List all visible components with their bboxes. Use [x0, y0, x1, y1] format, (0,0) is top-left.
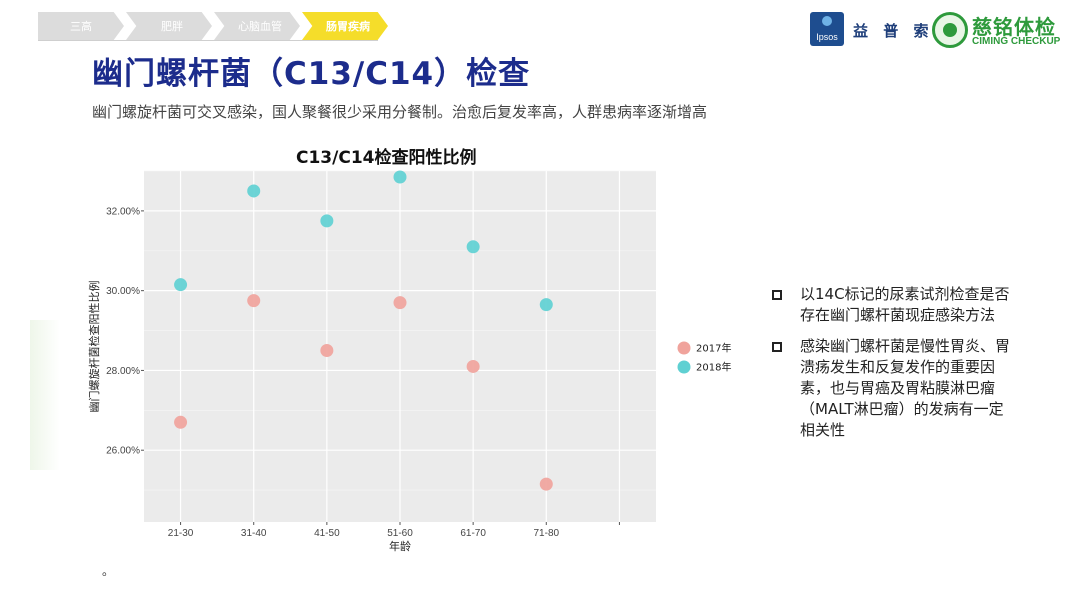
- data-point: [247, 294, 261, 308]
- ipsos-logo-cn: 益 普 索: [853, 22, 934, 40]
- breadcrumb-item-3[interactable]: 心脑血管: [214, 12, 300, 40]
- x-tick-label: 51-60: [387, 528, 413, 539]
- breadcrumb-item-2[interactable]: 肥胖: [126, 12, 212, 40]
- x-tick-label: 61-70: [460, 528, 486, 539]
- y-tick-label: 30.00%: [106, 286, 140, 297]
- chart-legend: 2017年 2018年: [677, 341, 731, 374]
- data-point: [539, 298, 553, 312]
- page-subtitle: 幽门螺旋杆菌可交叉感染，国人聚餐很少采用分餐制。治愈后复发率高，人群患病率逐渐增…: [92, 103, 708, 121]
- data-point: [466, 240, 480, 254]
- data-point: [539, 477, 553, 491]
- legend-key: [677, 360, 691, 374]
- x-tick-label: 41-50: [314, 528, 340, 539]
- breadcrumb-item-1[interactable]: 三高: [38, 12, 124, 40]
- legend-label: 2018年: [696, 361, 731, 374]
- breadcrumb-divider: [38, 40, 378, 41]
- data-point: [466, 359, 480, 373]
- data-point: [174, 415, 188, 429]
- checkbox-icon: [772, 342, 782, 352]
- page-title: 幽门螺杆菌（C13/C14）检查: [92, 56, 531, 92]
- x-tick-label: 71-80: [533, 528, 559, 539]
- footnote: 。: [102, 564, 115, 578]
- x-axis-ticks: 21-30 31-40 41-50 51-60 61-70 71-80: [168, 522, 620, 539]
- scatter-chart: 26.00% 28.00% 30.00% 32.00% 21-30 31-40 41-50…: [87, 170, 731, 553]
- ciming-logo-en: CIMING CHECKUP: [972, 36, 1061, 47]
- data-point: [247, 184, 261, 198]
- bullet-item: 感染幽门螺杆菌是慢性胃炎、胃溃疡发生和反复发作的重要因素，也与胃癌及胃粘膜淋巴瘤…: [772, 336, 1012, 441]
- data-point: [393, 170, 407, 184]
- ciming-logo-icon: [932, 12, 968, 48]
- bullet-text: 感染幽门螺杆菌是慢性胃炎、胃溃疡发生和反复发作的重要因素，也与胃癌及胃粘膜淋巴瘤…: [800, 337, 1011, 439]
- ipsos-logo-text: Ipsos: [816, 32, 838, 42]
- data-point: [320, 214, 334, 228]
- x-tick-label: 31-40: [241, 528, 267, 539]
- y-tick-label: 26.00%: [106, 446, 140, 457]
- chart-title: C13/C14检查阳性比例: [296, 148, 477, 168]
- bullet-item: 以14C标记的尿素试剂检查是否存在幽门螺杆菌现症感染方法: [772, 284, 1012, 326]
- ciming-logo-cn: 慈铭体检: [972, 15, 1056, 39]
- data-point: [320, 343, 334, 357]
- x-tick-label: 21-30: [168, 528, 194, 539]
- legend-label: 2017年: [696, 342, 731, 355]
- data-points: [174, 170, 553, 491]
- data-point: [174, 278, 188, 292]
- checkbox-icon: [772, 290, 782, 300]
- decorative-gradient: [30, 320, 60, 470]
- x-axis-title: 年龄: [389, 539, 411, 553]
- y-axis-ticks: 26.00% 28.00% 30.00% 32.00%: [106, 206, 144, 457]
- breadcrumb: 三高 肥胖 心脑血管 肠胃疾病: [38, 12, 390, 40]
- breadcrumb-item-4[interactable]: 肠胃疾病: [302, 12, 388, 40]
- y-axis-title: 幽门螺旋杆菌检查阳性比例: [87, 281, 101, 413]
- y-tick-label: 28.00%: [106, 366, 140, 377]
- data-point: [393, 296, 407, 310]
- bullet-text: 以14C标记的尿素试剂检查是否存在幽门螺杆菌现症感染方法: [800, 285, 1010, 324]
- y-tick-label: 32.00%: [106, 206, 140, 217]
- bullet-list: 以14C标记的尿素试剂检查是否存在幽门螺杆菌现症感染方法 感染幽门螺杆菌是慢性胃…: [772, 284, 1012, 451]
- ipsos-logo-dot: [822, 16, 832, 26]
- legend-key: [677, 341, 691, 355]
